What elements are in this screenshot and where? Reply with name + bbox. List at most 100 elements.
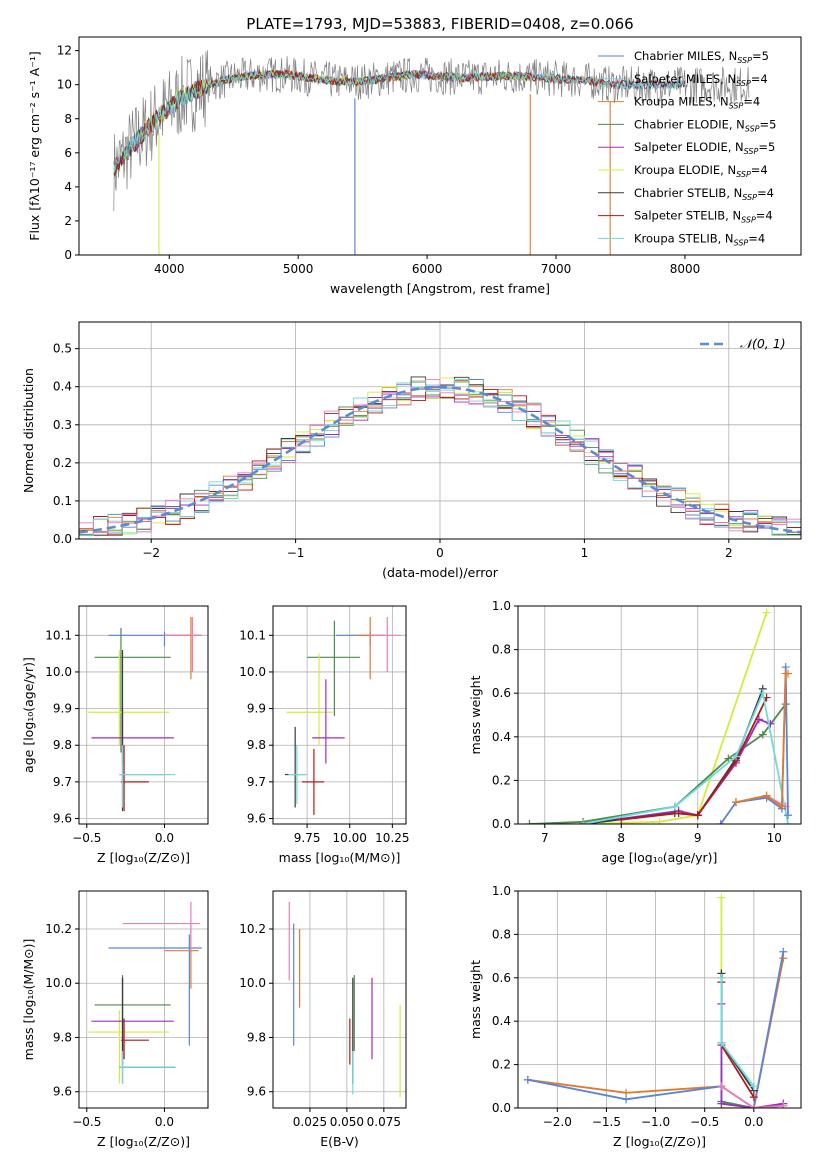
y-tick-label: 0.6: [492, 686, 511, 700]
x-tick-label: 0.075: [367, 1115, 401, 1129]
y-tick-label: 9.9: [247, 702, 266, 716]
mass-weight-line: [720, 1085, 784, 1108]
mass-weight-marker: [749, 1082, 758, 1091]
y-axis-label: age [log₁₀(age/yr)]: [21, 657, 36, 773]
legend-entry: Kroupa MILES, NSSP=4: [634, 95, 760, 111]
mass-weight-marker: [523, 1075, 532, 1084]
y-tick-label: 10.0: [239, 665, 266, 679]
x-axis-label: Z [log₁₀(Z/Z⊙)]: [97, 850, 190, 865]
y-tick-label: 10.1: [45, 628, 72, 642]
y-tick-label: 0.2: [492, 1058, 511, 1072]
y-tick-label: 9.6: [247, 812, 266, 826]
x-tick-label: 9: [694, 831, 702, 845]
legend-entry: 𝒩(0, 1): [740, 336, 786, 351]
x-tick-label: 0.025: [293, 1115, 327, 1129]
y-tick-label: 1.0: [492, 599, 511, 613]
spectrum-model-line: [113, 69, 686, 171]
mass-weight-marker: [525, 820, 534, 824]
chart-spectrum: 4000 5000 6000 7000 8000 0 2 4 6 8 10 12 wavelength …: [27, 44, 776, 296]
plot-area: [113, 50, 750, 255]
mass-weight-marker: [762, 608, 771, 617]
x-tick-label: 0.0: [155, 831, 174, 845]
x-tick-label: 6000: [412, 262, 443, 276]
x-axis-label: Z [log₁₀(Z/Z⊙)]: [613, 1134, 706, 1149]
mass-weight-line: [720, 973, 755, 1092]
y-tick-label: 0.0: [53, 532, 72, 546]
axes-frame: [78, 321, 802, 540]
x-axis-label: mass [log₁₀(M/M⊙)]: [279, 850, 401, 865]
x-tick-label: 0: [436, 546, 444, 560]
legend-entry: Kroupa ELODIE, NSSP=4: [634, 163, 768, 179]
x-tick-label: −0.5: [72, 1115, 101, 1129]
legend-nssp-subscript: SSP: [734, 238, 749, 247]
x-axis-label: age [log₁₀(age/yr)]: [602, 850, 718, 865]
legend-series-name: Chabrier STELIB: [634, 186, 726, 200]
legend-entry: Chabrier STELIB, NSSP=4: [634, 186, 774, 202]
mass-weight-marker: [622, 1095, 631, 1104]
mass-weight-marker: [731, 752, 740, 761]
y-tick-label: 9.6: [247, 1085, 266, 1099]
mass-weight-marker: [716, 820, 725, 824]
mass-weight-marker: [779, 1101, 788, 1108]
plot-area: [518, 606, 801, 824]
y-tick-label: 10.0: [45, 976, 72, 990]
y-tick-label: 0.8: [492, 643, 511, 657]
legend-nssp-value: =4: [748, 231, 765, 245]
mass-weight-marker: [731, 798, 740, 807]
mass-weight-marker: [758, 689, 767, 698]
x-tick-label: 5000: [283, 262, 314, 276]
mass-weight-marker: [724, 754, 733, 763]
y-tick-label: 10.0: [45, 665, 72, 679]
x-axis-label: (data-model)/error: [382, 565, 499, 580]
y-tick-label: 0.5: [53, 342, 72, 356]
mass-weight-marker: [717, 1099, 726, 1108]
normal-reference-curve: [79, 385, 801, 534]
y-tick-label: 10.2: [45, 922, 72, 936]
legend-nssp-subscript: SSP: [736, 79, 751, 88]
legend-nssp-value: =5: [760, 117, 777, 131]
legend-nssp-prefix: , N: [718, 231, 734, 245]
y-tick-label: 0.2: [492, 773, 511, 787]
legend-nssp-subscript: SSP: [745, 124, 760, 133]
mass-weight-line: [529, 612, 768, 824]
mass-weight-marker: [749, 1093, 758, 1102]
chart-age-vs-mass: 9.75 10.00 10.25 9.6 9.7 9.8 9.9 10.0 10.1 mass […: [239, 606, 410, 865]
legend-nssp-prefix: , N: [725, 209, 741, 223]
mass-weight-line: [720, 1003, 784, 1108]
legend-entry: Salpeter MILES, NSSP=4: [634, 72, 768, 88]
x-tick-label: −0.5: [72, 831, 101, 845]
mass-weight-marker: [783, 820, 792, 824]
chart-massweight-vs-Z: −2.0 −1.5 −1.0 −0.5 0.0 0.0 0.2 0.4 0.6 0.8 1.0 Z […: [468, 884, 801, 1149]
legend-nssp-prefix: , N: [721, 49, 737, 63]
legend-nssp-subscript: SSP: [736, 170, 751, 179]
y-axis-label: mass weight: [468, 675, 483, 754]
mass-weight-marker: [777, 802, 786, 811]
y-tick-label: 0.2: [53, 456, 72, 470]
mass-weight-marker: [717, 1082, 726, 1091]
mass-weight-marker: [717, 893, 726, 902]
x-tick-label: 7: [541, 831, 549, 845]
y-tick-label: 9.7: [53, 775, 72, 789]
y-axis-label: Flux [fλ10⁻¹⁷ erg cm⁻² s⁻¹ A⁻¹]: [27, 51, 42, 240]
legend-series-name: Salpeter MILES: [634, 72, 720, 86]
y-tick-label: 9.8: [247, 1030, 266, 1044]
y-tick-label: 6: [64, 146, 72, 160]
spectrum-model-line: [113, 69, 531, 170]
spectrum-model-line: [113, 68, 531, 171]
y-tick-label: 0.0: [492, 817, 511, 831]
y-tick-label: 0.3: [53, 418, 72, 432]
x-tick-label: −2: [142, 546, 160, 560]
mass-weight-marker: [762, 791, 771, 800]
axes-frame: [78, 605, 209, 825]
y-tick-label: 9.7: [247, 775, 266, 789]
x-tick-label: 8: [617, 831, 625, 845]
axes-frame: [272, 890, 407, 1109]
x-tick-label: 10: [767, 831, 782, 845]
axes-frame: [517, 605, 802, 825]
x-tick-label: 8000: [670, 262, 701, 276]
x-tick-label: 0.0: [155, 1115, 174, 1129]
x-tick-label: −1.0: [641, 1115, 670, 1129]
mass-weight-marker: [670, 802, 679, 811]
y-tick-label: 0.4: [492, 730, 511, 744]
y-tick-label: 0.4: [492, 1014, 511, 1028]
